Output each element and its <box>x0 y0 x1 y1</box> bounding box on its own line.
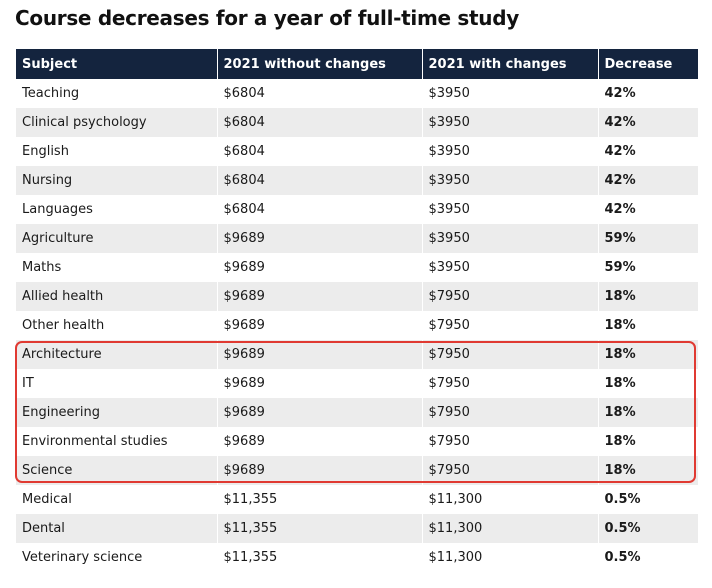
cell-decrease: 18% <box>597 311 698 340</box>
cell-with-changes: $11,300 <box>421 514 598 543</box>
cell-subject: Languages <box>22 202 93 217</box>
cell-without-changes: $9689 <box>216 369 422 398</box>
cell-without-changes: $9689 <box>216 456 422 485</box>
cell-without-changes: $6804 <box>216 137 422 166</box>
table-row: Allied health $9689 $7950 18% <box>16 282 698 311</box>
cell-without-changes: $11,355 <box>216 514 422 543</box>
cell-with-changes: $3950 <box>421 253 598 282</box>
cell-decrease: 59% <box>597 224 698 253</box>
cell-subject: Clinical psychology <box>22 115 147 130</box>
cell-decrease: 42% <box>597 166 698 195</box>
cell-decrease: 18% <box>597 282 698 311</box>
cell-with-changes: $3950 <box>421 108 598 137</box>
table-body: Teaching $6804 $3950 42% Clinical psychology… <box>16 79 698 572</box>
header-with-changes: 2021 with changes <box>421 49 598 79</box>
cell-subject: English <box>22 144 69 159</box>
cell-without-changes: $9689 <box>216 282 422 311</box>
cell-decrease: 18% <box>597 398 698 427</box>
cell-subject: Teaching <box>22 86 80 101</box>
page-title: Course decreases for a year of full-time… <box>15 6 519 30</box>
cell-decrease: 59% <box>597 253 698 282</box>
cell-without-changes: $9689 <box>216 253 422 282</box>
cell-without-changes: $6804 <box>216 195 422 224</box>
cell-with-changes: $11,300 <box>421 485 598 514</box>
cell-decrease: 18% <box>597 456 698 485</box>
table-row: Languages $6804 $3950 42% <box>16 195 698 224</box>
table-row: Teaching $6804 $3950 42% <box>16 79 698 108</box>
table-row: English $6804 $3950 42% <box>16 137 698 166</box>
cell-without-changes: $9689 <box>216 340 422 369</box>
table-row: Dental $11,355 $11,300 0.5% <box>16 514 698 543</box>
table-row: Engineering $9689 $7950 18% <box>16 398 698 427</box>
cell-with-changes: $7950 <box>421 427 598 456</box>
cell-with-changes: $7950 <box>421 456 598 485</box>
cell-subject: Medical <box>22 492 72 507</box>
cell-with-changes: $3950 <box>421 166 598 195</box>
cell-decrease: 0.5% <box>597 485 698 514</box>
table-header-row: Subject 2021 without changes 2021 with c… <box>16 49 698 79</box>
cell-subject: Nursing <box>22 173 73 188</box>
cell-subject: Environmental studies <box>22 434 168 449</box>
cell-without-changes: $9689 <box>216 398 422 427</box>
cell-subject: Agriculture <box>22 231 94 246</box>
table-row: Clinical psychology $6804 $3950 42% <box>16 108 698 137</box>
cell-decrease: 42% <box>597 79 698 108</box>
cell-without-changes: $11,355 <box>216 543 422 572</box>
cell-without-changes: $6804 <box>216 79 422 108</box>
cell-without-changes: $9689 <box>216 427 422 456</box>
cell-subject: Maths <box>22 260 62 275</box>
cell-decrease: 18% <box>597 369 698 398</box>
table-row: IT $9689 $7950 18% <box>16 369 698 398</box>
cell-decrease: 42% <box>597 195 698 224</box>
cell-decrease: 18% <box>597 427 698 456</box>
cell-with-changes: $3950 <box>421 224 598 253</box>
cell-decrease: 42% <box>597 137 698 166</box>
cell-subject: Allied health <box>22 289 104 304</box>
cell-decrease: 18% <box>597 340 698 369</box>
cell-with-changes: $7950 <box>421 369 598 398</box>
cell-with-changes: $7950 <box>421 311 598 340</box>
cell-with-changes: $3950 <box>421 195 598 224</box>
cell-decrease: 42% <box>597 108 698 137</box>
cell-subject: Other health <box>22 318 105 333</box>
cell-subject: Dental <box>22 521 65 536</box>
cell-with-changes: $3950 <box>421 79 598 108</box>
cell-without-changes: $6804 <box>216 166 422 195</box>
cell-with-changes: $7950 <box>421 340 598 369</box>
cell-decrease: 0.5% <box>597 543 698 572</box>
cell-without-changes: $9689 <box>216 224 422 253</box>
table-row: Nursing $6804 $3950 42% <box>16 166 698 195</box>
table-row: Agriculture $9689 $3950 59% <box>16 224 698 253</box>
cell-with-changes: $7950 <box>421 398 598 427</box>
header-decrease: Decrease <box>597 49 698 79</box>
table-row: Architecture $9689 $7950 18% <box>16 340 698 369</box>
table-row: Other health $9689 $7950 18% <box>16 311 698 340</box>
cell-with-changes: $3950 <box>421 137 598 166</box>
cell-without-changes: $6804 <box>216 108 422 137</box>
table-row: Environmental studies $9689 $7950 18% <box>16 427 698 456</box>
cell-subject: IT <box>22 376 34 391</box>
cell-subject: Science <box>22 463 73 478</box>
course-fees-table: Subject 2021 without changes 2021 with c… <box>16 49 698 572</box>
cell-subject: Engineering <box>22 405 100 420</box>
cell-with-changes: $7950 <box>421 282 598 311</box>
header-without-changes: 2021 without changes <box>216 49 422 79</box>
table-row: Medical $11,355 $11,300 0.5% <box>16 485 698 514</box>
header-subject: Subject <box>22 56 78 72</box>
cell-subject: Veterinary science <box>22 550 143 565</box>
cell-without-changes: $9689 <box>216 311 422 340</box>
cell-decrease: 0.5% <box>597 514 698 543</box>
cell-without-changes: $11,355 <box>216 485 422 514</box>
cell-with-changes: $11,300 <box>421 543 598 572</box>
table-row: Science $9689 $7950 18% <box>16 456 698 485</box>
table-row: Veterinary science $11,355 $11,300 0.5% <box>16 543 698 572</box>
cell-subject: Architecture <box>22 347 102 362</box>
table-row: Maths $9689 $3950 59% <box>16 253 698 282</box>
